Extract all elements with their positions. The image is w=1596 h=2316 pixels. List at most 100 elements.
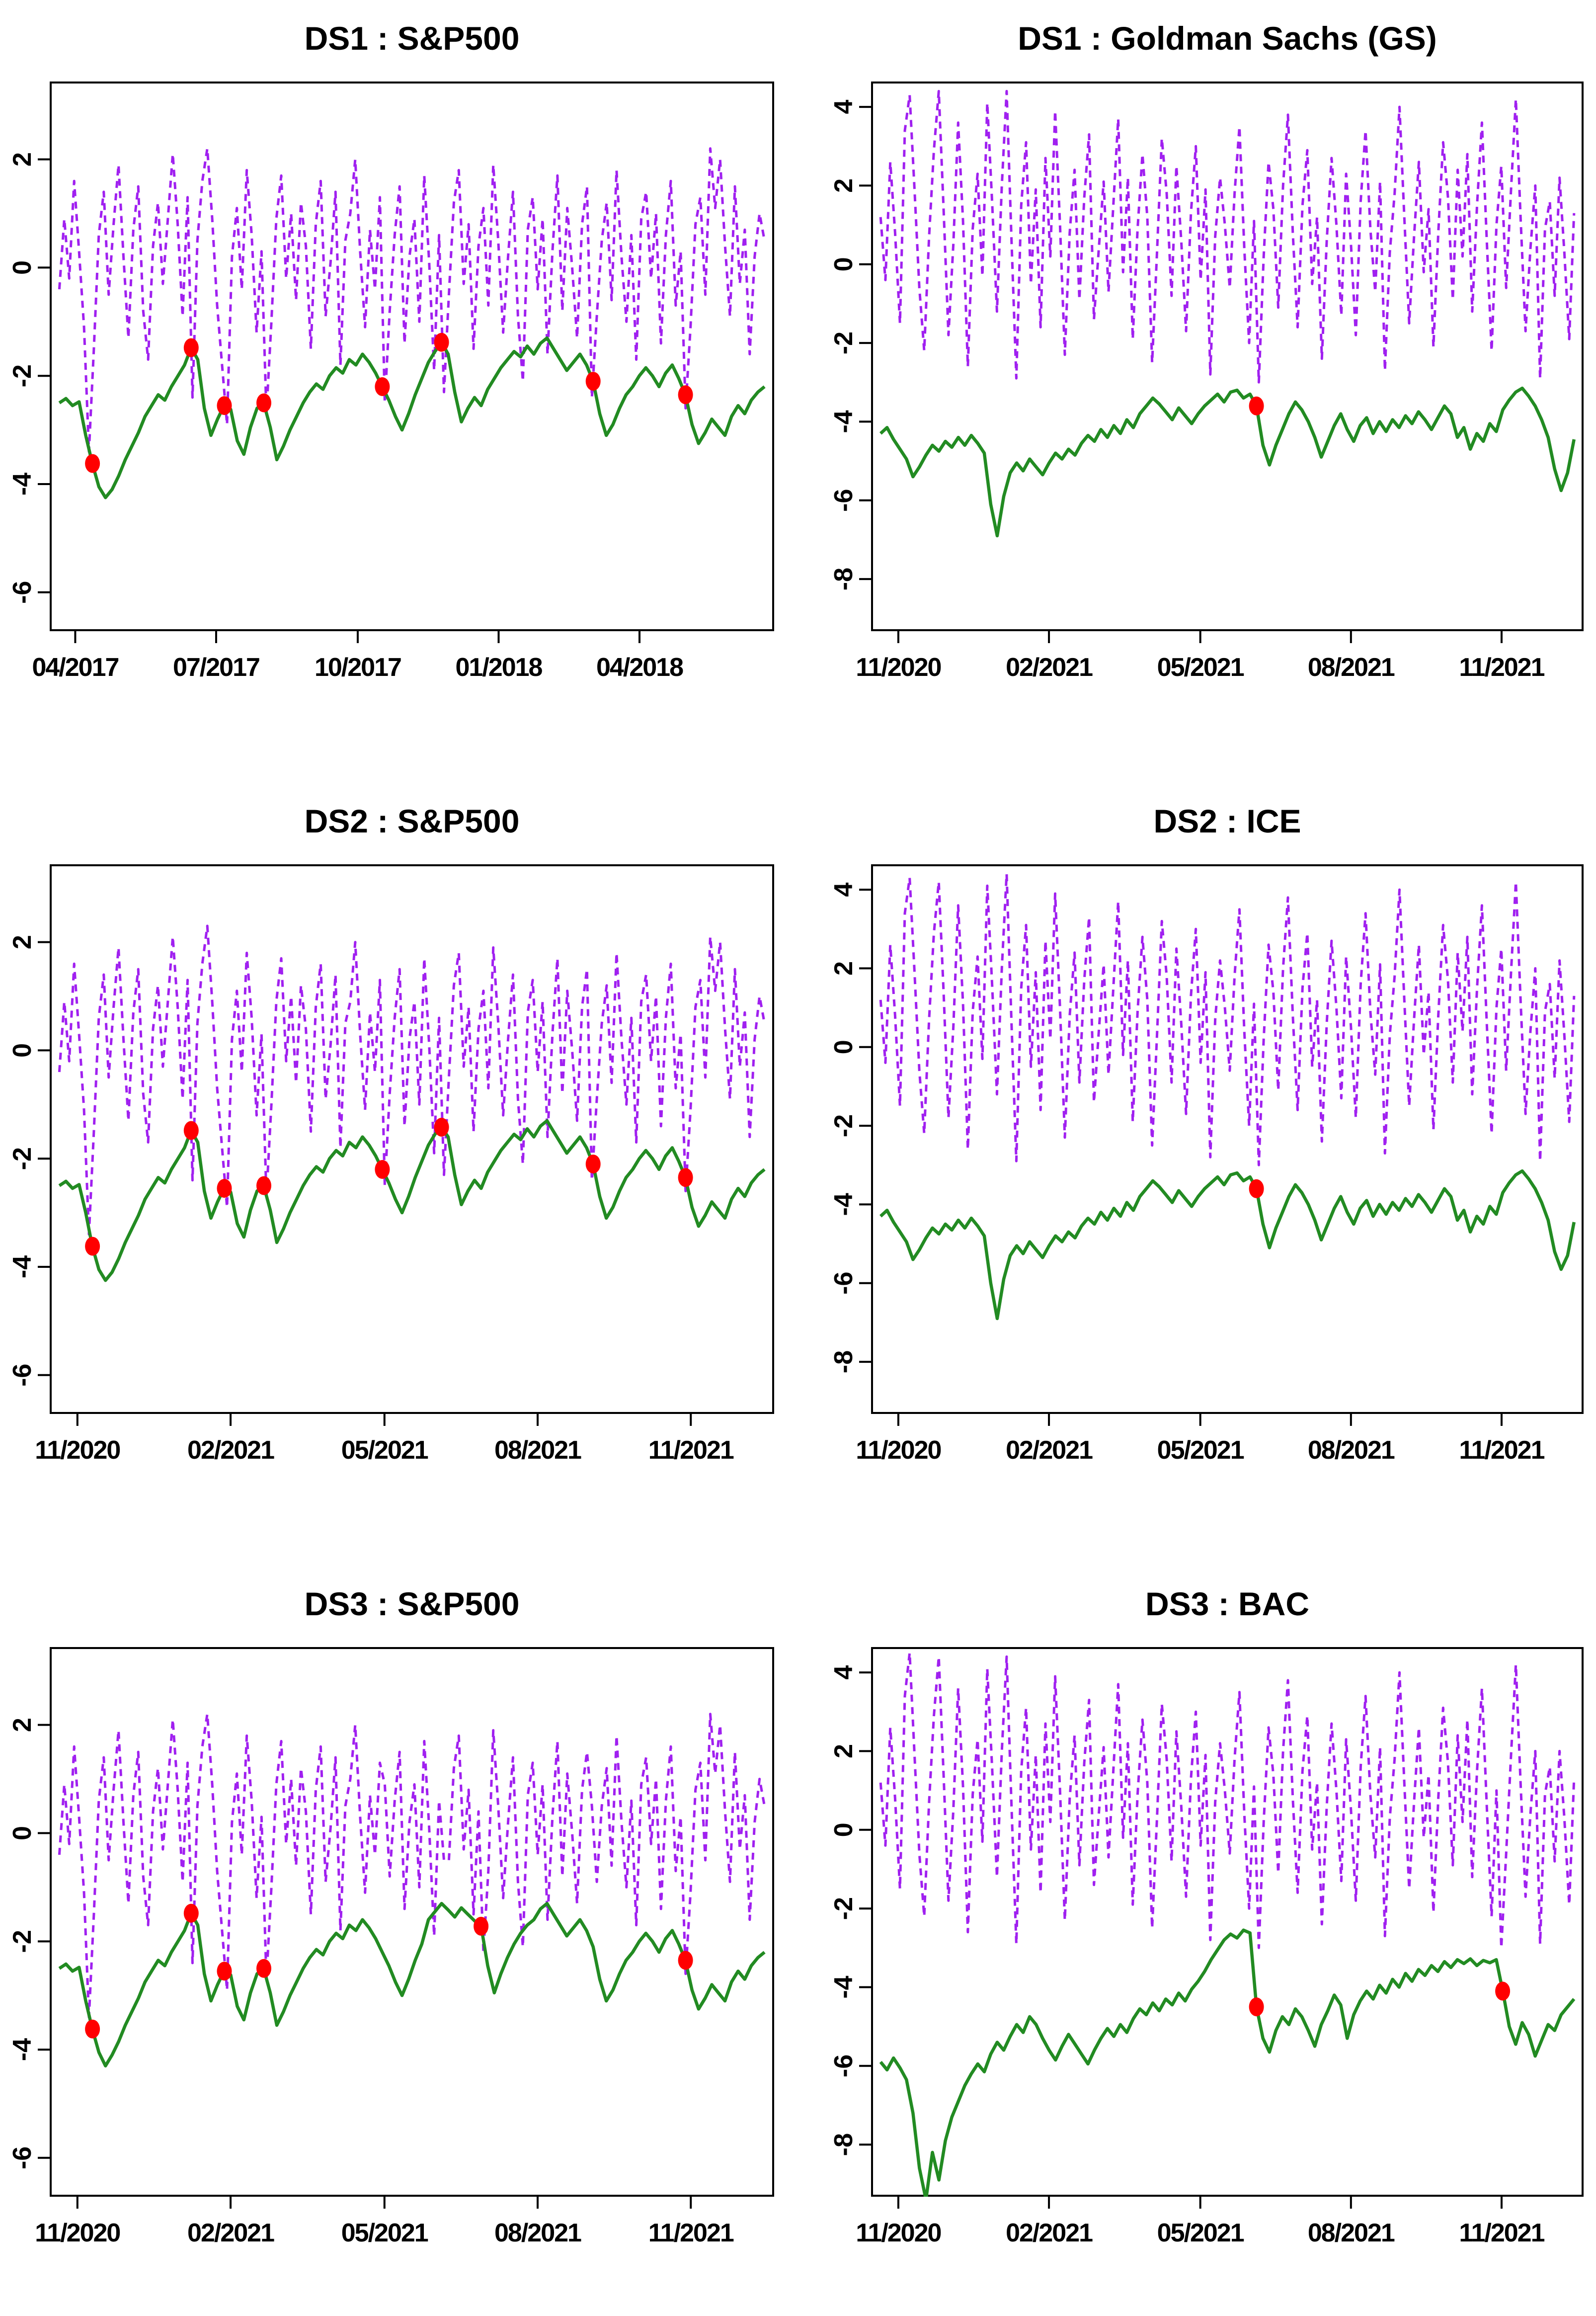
x-tick-label: 08/2021 xyxy=(494,1436,581,1465)
y-tick-label: 0 xyxy=(8,1826,37,1840)
plot-box xyxy=(871,864,1584,1414)
x-tick-label: 02/2021 xyxy=(1006,1436,1093,1465)
chart-canvas-ds2-sp500: 2 0 -2 -4 -6 11/2020 02/2021 05/2021 08/2021 11/2… xyxy=(8,864,774,1465)
purple-dashed-line xyxy=(879,872,1576,1166)
change-point-marker xyxy=(183,338,199,357)
figure-page: { "colors": { "volatility_dashed": "#A02… xyxy=(0,0,1596,2247)
y-tick-label: 0 xyxy=(829,1822,858,1837)
green-solid-line xyxy=(58,1119,766,1282)
purple-dashed-line xyxy=(58,1713,766,2019)
chart-panel-ds3-sp500: DS3 : S&P500 2 0 -2 -4 -6 11/2020 02/2021 05/20… xyxy=(0,1566,798,2316)
y-tick-label: -2 xyxy=(8,1147,37,1170)
x-tick-label: 02/2021 xyxy=(1006,2219,1093,2247)
y-tick-label: 4 xyxy=(829,883,858,897)
x-tick-label: 07/2017 xyxy=(173,653,259,682)
y-tick-label: 2 xyxy=(8,152,37,166)
change-point-marker xyxy=(1249,1997,1264,2016)
plot-box xyxy=(50,1647,774,2197)
y-tick-label: -2 xyxy=(829,1897,858,1920)
x-tick-label: 05/2021 xyxy=(1157,1436,1244,1465)
y-tick-label: 2 xyxy=(8,935,37,949)
x-tick-label: 01/2018 xyxy=(455,653,542,682)
y-tick-label: -2 xyxy=(8,364,37,387)
change-point-marker xyxy=(85,2019,100,2039)
change-point-marker xyxy=(256,393,271,413)
plot-box xyxy=(50,82,774,631)
x-tick-label: 11/2020 xyxy=(856,653,941,682)
change-point-marker xyxy=(183,1903,199,1923)
change-point-marker xyxy=(256,1176,271,1195)
change-point-marker xyxy=(375,1160,390,1179)
y-tick-label: -6 xyxy=(8,2147,37,2169)
change-point-marker xyxy=(678,385,693,405)
change-point-marker xyxy=(585,1155,601,1174)
change-point-marker xyxy=(678,1951,693,1970)
purple-dashed-line xyxy=(879,1652,1576,1949)
change-point-marker xyxy=(1249,396,1264,415)
x-tick-label: 05/2021 xyxy=(1157,653,1244,682)
x-tick-label: 04/2018 xyxy=(596,653,683,682)
green-solid-line xyxy=(58,336,766,499)
x-tick-label: 11/2021 xyxy=(1459,1436,1544,1465)
y-tick-label: -6 xyxy=(829,2055,858,2077)
chart-title-ds2-ice: DS2 : ICE xyxy=(1153,803,1301,839)
purple-dashed-line xyxy=(879,89,1576,384)
change-point-marker xyxy=(217,396,232,415)
purple-dashed-line xyxy=(58,924,766,1236)
y-tick-label: 0 xyxy=(8,260,37,275)
y-tick-label: -4 xyxy=(8,473,37,496)
y-tick-label: 2 xyxy=(829,178,858,193)
chart-panel-ds2-ice: DS2 : ICE 4 2 0 -2 -4 -6 -8 11/2020 02/2021 05/20… xyxy=(798,783,1596,1533)
x-tick-label: 02/2021 xyxy=(1006,653,1093,682)
x-tick-label: 02/2021 xyxy=(187,1436,274,1465)
y-tick-label: -2 xyxy=(829,1114,858,1137)
x-tick-label: 05/2021 xyxy=(1157,2219,1244,2247)
change-point-marker xyxy=(217,1179,232,1198)
green-solid-line xyxy=(879,386,1576,538)
x-tick-label: 10/2017 xyxy=(315,653,401,682)
y-tick-label: -6 xyxy=(8,581,37,604)
y-tick-label: 2 xyxy=(829,1744,858,1758)
y-tick-label: 2 xyxy=(8,1718,37,1732)
x-tick-label: 11/2021 xyxy=(648,1436,734,1465)
change-point-marker xyxy=(375,377,390,396)
x-tick-label: 02/2021 xyxy=(187,2219,274,2247)
chart-canvas-ds3-sp500: 2 0 -2 -4 -6 11/2020 02/2021 05/2021 08/2021 11/2… xyxy=(8,1647,774,2247)
green-solid-line xyxy=(879,1169,1576,1321)
x-tick-label: 11/2021 xyxy=(1459,2219,1544,2247)
y-tick-label: -8 xyxy=(829,2133,858,2156)
purple-dashed-line xyxy=(58,147,766,453)
y-tick-label: 4 xyxy=(829,1665,858,1680)
chart-title-ds1-gs: DS1 : Goldman Sachs (GS) xyxy=(1018,20,1437,57)
chart-panel-ds3-bac: DS3 : BAC 4 2 0 -2 -4 -6 -8 11/2020 02/2021 05/20… xyxy=(798,1566,1596,2316)
x-tick-label: 05/2021 xyxy=(341,1436,428,1465)
change-point-marker xyxy=(1495,1982,1511,2001)
chart-title-ds1-sp500: DS1 : S&P500 xyxy=(304,20,520,57)
x-tick-label: 11/2020 xyxy=(856,2219,941,2247)
x-tick-label: 11/2021 xyxy=(648,2219,734,2247)
change-point-marker xyxy=(585,372,601,391)
x-tick-label: 04/2017 xyxy=(32,653,118,682)
y-tick-label: -4 xyxy=(829,410,858,433)
chart-canvas-ds2-ice: 4 2 0 -2 -4 -6 -8 11/2020 02/2021 05/2021 08/2021 1… xyxy=(829,864,1584,1465)
y-tick-label: -2 xyxy=(829,331,858,354)
x-tick-label: 08/2021 xyxy=(1308,2219,1395,2247)
change-point-marker xyxy=(474,1916,489,1936)
change-point-marker xyxy=(256,1959,271,1978)
y-tick-label: -8 xyxy=(829,568,858,590)
y-tick-label: -4 xyxy=(829,1193,858,1216)
plot-box xyxy=(871,82,1584,631)
chart-canvas-ds1-gs: 4 2 0 -2 -4 -6 -8 11/2020 02/2021 05/2021 08/2021 1… xyxy=(829,82,1584,682)
y-tick-label: -8 xyxy=(829,1350,858,1373)
chart-panel-ds1-sp500: DS1 : S&P500 2 0 -2 -4 -6 04/2017 07/2017 10/20… xyxy=(0,0,798,750)
y-tick-label: 4 xyxy=(829,100,858,114)
y-tick-label: -6 xyxy=(8,1364,37,1387)
change-point-marker xyxy=(1249,1179,1264,1198)
x-tick-label: 11/2021 xyxy=(1459,653,1544,682)
change-point-marker xyxy=(434,332,449,352)
x-tick-label: 11/2020 xyxy=(35,1436,120,1465)
green-solid-line xyxy=(879,1928,1576,2197)
y-tick-label: 2 xyxy=(829,961,858,976)
y-tick-label: 0 xyxy=(8,1043,37,1058)
chart-panel-ds1-gs: DS1 : Goldman Sachs (GS) 4 2 0 -2 -4 -6 -8 11/2… xyxy=(798,0,1596,750)
